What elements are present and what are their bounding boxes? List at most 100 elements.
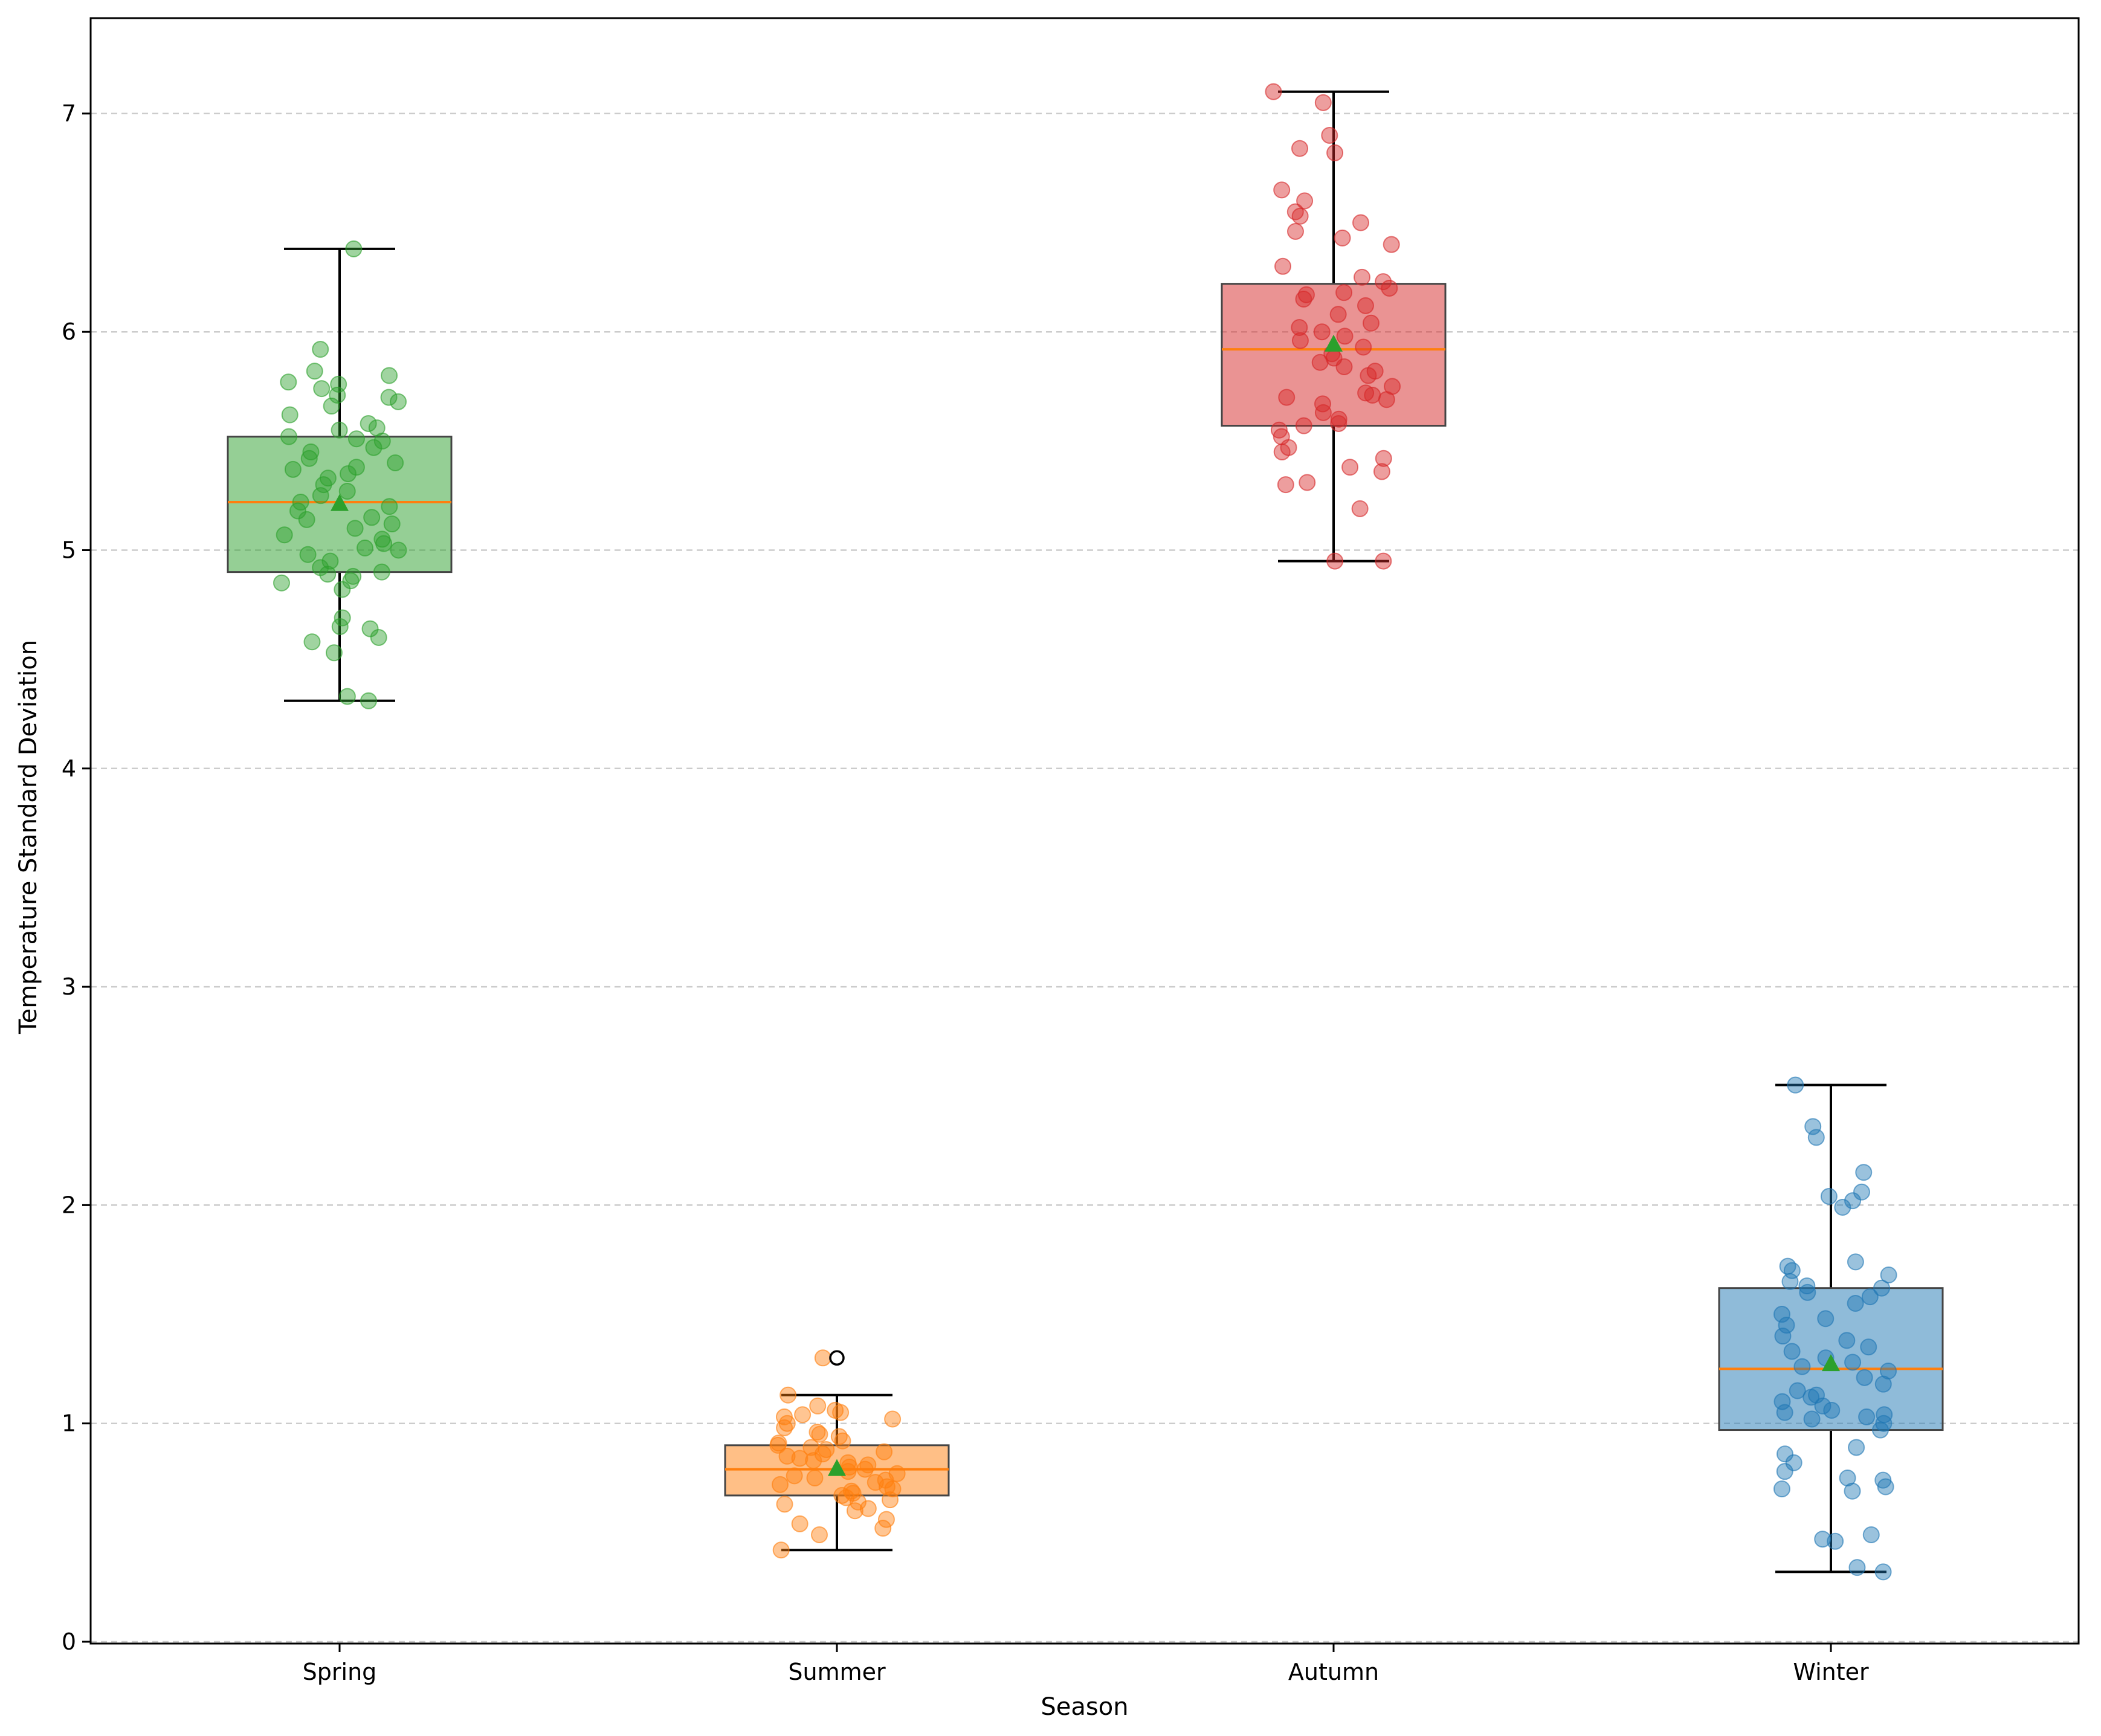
x-tick-label-spring: Spring: [303, 1659, 377, 1685]
data-point: [380, 389, 398, 406]
data-point: [1844, 1482, 1861, 1500]
data-point: [811, 1526, 828, 1543]
data-point: [884, 1410, 902, 1428]
data-point: [1847, 1253, 1864, 1271]
data-point: [292, 494, 309, 511]
data-point: [1326, 552, 1344, 570]
data-point: [321, 552, 339, 570]
box-group-winter: [1718, 1076, 1944, 1581]
data-point: [1773, 1306, 1790, 1323]
data-point: [1785, 1454, 1802, 1471]
data-point: [791, 1450, 808, 1467]
data-point: [363, 509, 381, 526]
data-point: [340, 465, 357, 483]
data-point: [1848, 1559, 1866, 1576]
data-point: [1341, 459, 1359, 476]
data-point: [365, 439, 382, 456]
data-point: [1291, 332, 1309, 349]
data-point: [356, 539, 373, 557]
data-point: [778, 1447, 796, 1465]
box-group-spring: [227, 240, 453, 709]
data-point: [1876, 1406, 1893, 1424]
data-point: [1798, 1277, 1816, 1295]
plot-area: [227, 83, 1944, 1581]
data-point: [360, 692, 378, 709]
data-point: [1773, 1480, 1790, 1498]
data-point: [882, 1491, 899, 1509]
data-point: [1839, 1470, 1856, 1487]
data-point: [368, 419, 386, 437]
data-point: [1838, 1332, 1856, 1349]
data-point: [346, 520, 364, 537]
data-point: [347, 430, 365, 448]
data-point: [1799, 1283, 1816, 1301]
data-point: [1299, 474, 1316, 491]
data-point: [1297, 286, 1315, 303]
data-point: [1383, 236, 1400, 253]
data-point: [1789, 1382, 1806, 1399]
data-point: [770, 1434, 787, 1452]
data-point: [298, 511, 315, 528]
data-point: [1295, 417, 1312, 434]
data-point: [280, 428, 297, 445]
outlier-point: [829, 1350, 845, 1366]
data-point: [779, 1386, 797, 1404]
data-point: [1875, 1415, 1893, 1432]
y-tick-label: 0: [62, 1628, 76, 1655]
data-point: [325, 644, 343, 662]
y-tick-label: 6: [62, 318, 76, 345]
data-point: [1270, 421, 1288, 439]
data-point: [1334, 229, 1351, 247]
data-point: [323, 398, 340, 415]
data-point: [1848, 1439, 1865, 1456]
data-point: [846, 1502, 863, 1520]
data-point: [811, 1425, 828, 1443]
data-point: [273, 574, 290, 592]
data-point: [1357, 297, 1374, 314]
data-point: [830, 1428, 848, 1445]
axes: 0 1 2 3 4 5 6 7 Spring Summer Autumn Winter: [62, 100, 1869, 1685]
data-point: [859, 1456, 877, 1474]
data-point: [1847, 1294, 1864, 1312]
data-point: [1313, 323, 1331, 341]
data-point: [330, 375, 347, 393]
data-point: [331, 421, 348, 439]
data-point: [1314, 395, 1331, 413]
data-point: [373, 563, 390, 581]
data-point: [1326, 144, 1344, 161]
data-point: [1880, 1362, 1897, 1379]
data-point: [1862, 1526, 1880, 1543]
data-point: [334, 581, 351, 598]
data-point: [1381, 279, 1398, 297]
data-point: [805, 1452, 822, 1470]
data-point: [302, 443, 320, 460]
data-point: [791, 1515, 808, 1532]
data-point: [1776, 1463, 1793, 1480]
data-point: [1873, 1279, 1891, 1297]
mean-marker: [828, 1459, 846, 1476]
data-point: [1807, 1129, 1825, 1146]
data-point: [1335, 284, 1353, 302]
data-point: [360, 415, 377, 432]
data-point: [312, 559, 329, 576]
data-point: [381, 367, 398, 384]
data-point: [1355, 338, 1372, 356]
data-point: [1874, 1563, 1892, 1581]
data-point: [1277, 476, 1294, 494]
data-point: [1336, 328, 1354, 345]
x-axis-title: Season: [1041, 1693, 1128, 1721]
data-point: [1357, 384, 1375, 402]
data-point: [1858, 1408, 1876, 1425]
data-point: [1352, 214, 1369, 231]
data-point: [373, 531, 391, 548]
y-tick-label: 7: [62, 100, 76, 127]
data-point: [312, 487, 329, 505]
data-point: [1329, 306, 1347, 323]
data-point: [814, 1349, 831, 1367]
y-tick-label: 1: [62, 1410, 76, 1437]
mean-marker: [331, 494, 349, 511]
data-point: [794, 1406, 812, 1424]
data-point: [1776, 1404, 1793, 1421]
